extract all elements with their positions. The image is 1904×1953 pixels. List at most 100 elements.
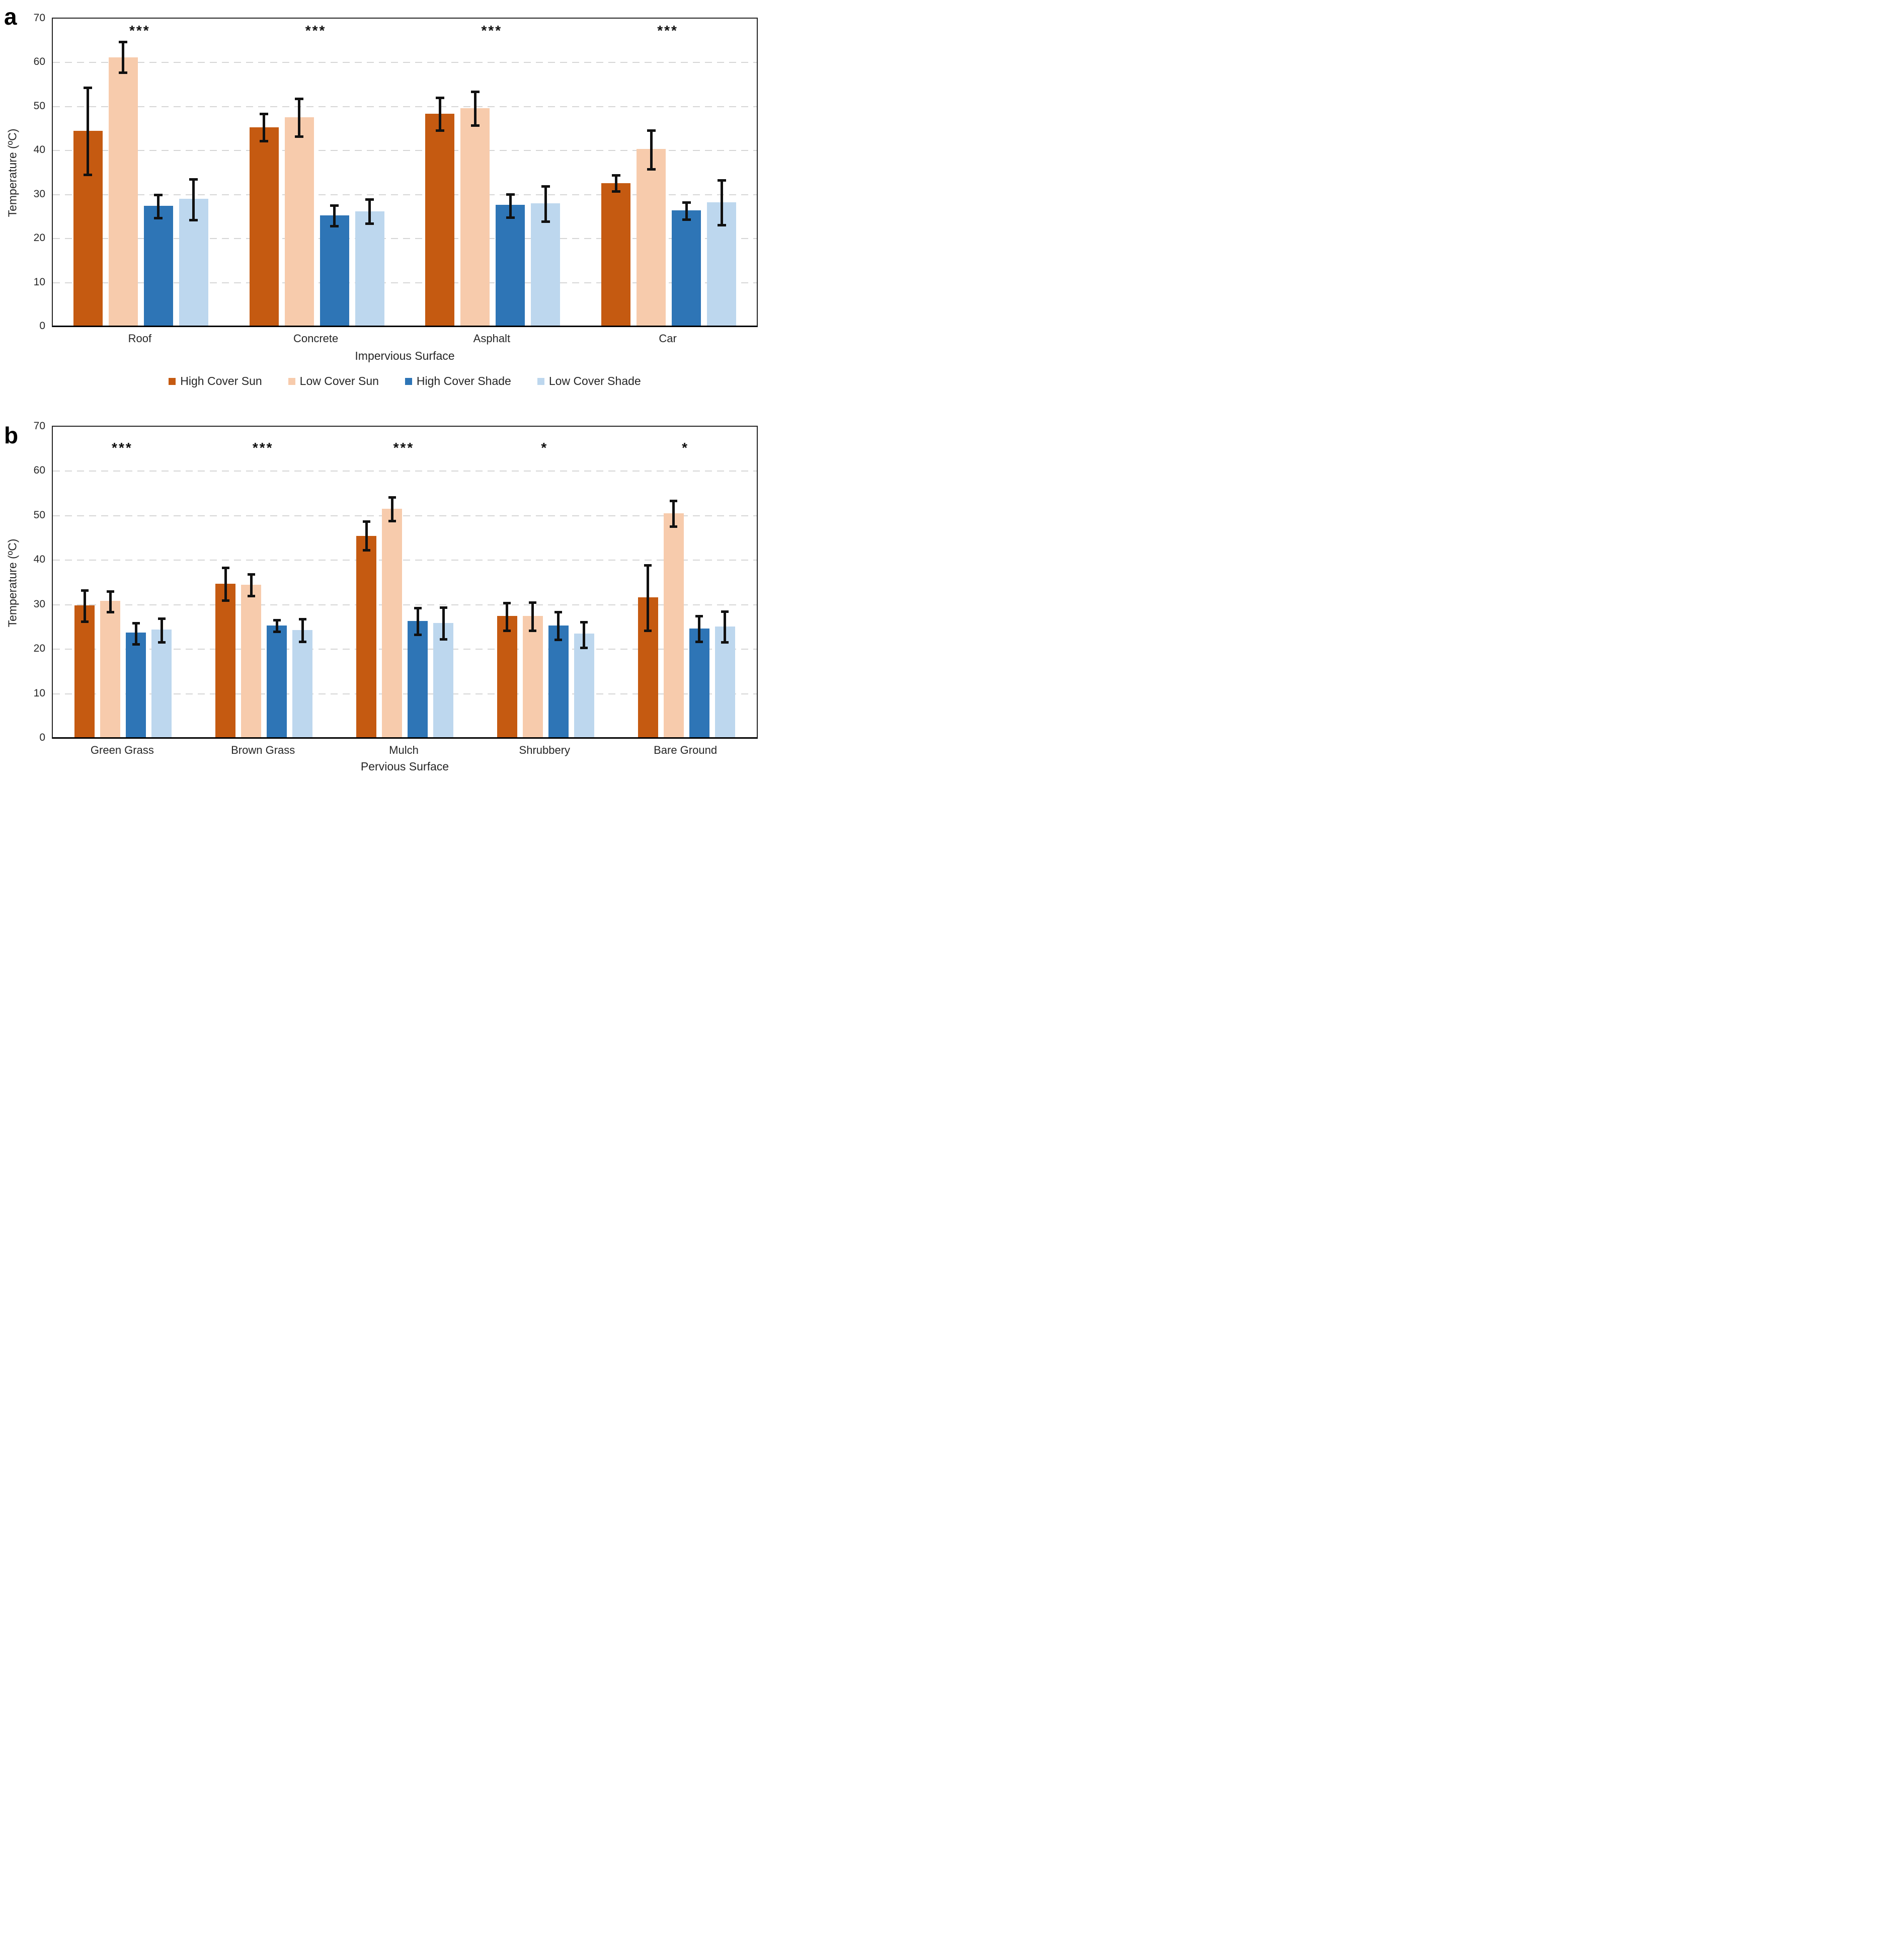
- error-bar: [438, 98, 441, 131]
- error-bar-cap: [470, 90, 480, 93]
- error-bar-cap: [81, 589, 89, 592]
- bar-high-cover-shade: [672, 210, 701, 326]
- panel-b-letter: b: [4, 422, 19, 448]
- legend: High Cover Sun Low Cover Sun High Cover Sh…: [52, 374, 758, 388]
- bar-high-cover-sun: [497, 616, 517, 737]
- bar-low-cover-sun: [241, 584, 262, 737]
- legend-item: High Cover Sun: [169, 374, 262, 388]
- error-bar-cap: [506, 216, 515, 219]
- error-bar-cap: [721, 641, 729, 644]
- error-bar: [442, 607, 445, 640]
- y-tick-label: 60: [33, 464, 45, 477]
- gridline: [53, 194, 757, 195]
- x-tick-label: Mulch: [389, 744, 419, 756]
- x-tick-label: Asphalt: [473, 332, 511, 345]
- error-bar-cap: [611, 174, 620, 177]
- error-bar-cap: [132, 622, 140, 625]
- error-bar-cap: [365, 222, 374, 225]
- panel-a-letter: a: [4, 4, 17, 30]
- error-bar-cap: [682, 218, 691, 221]
- error-bar: [301, 619, 304, 642]
- bar-high-cover-sun: [601, 183, 631, 326]
- error-bar-cap: [435, 96, 444, 99]
- legend-swatch: [288, 377, 295, 385]
- gridline: [53, 106, 757, 107]
- two-panel-bar-chart-figure: a Temperature (ºC) Impervious Surface Hi…: [0, 0, 762, 781]
- error-bar: [298, 99, 301, 137]
- gridline: [53, 282, 757, 283]
- error-bar-cap: [362, 549, 370, 552]
- bar-high-cover-shade: [408, 621, 428, 737]
- legend-swatch: [169, 377, 176, 385]
- error-bar: [416, 608, 419, 635]
- y-tick-label: 60: [33, 56, 45, 68]
- significance-stars: ***: [305, 23, 327, 39]
- x-tick-label: Green Grass: [90, 744, 154, 756]
- error-bar-cap: [157, 641, 166, 644]
- error-bar: [531, 602, 534, 631]
- error-bar-cap: [695, 615, 703, 618]
- error-bar-cap: [154, 194, 163, 197]
- error-bar: [583, 622, 586, 648]
- gridline: [53, 693, 757, 694]
- error-bar: [368, 199, 371, 224]
- error-bar-cap: [273, 631, 281, 634]
- error-bar-cap: [554, 639, 563, 642]
- y-tick-label: 30: [33, 598, 45, 610]
- error-bar: [672, 501, 675, 527]
- error-bar-cap: [554, 611, 563, 614]
- x-tick-label: Roof: [128, 332, 152, 345]
- error-bar-cap: [682, 201, 691, 204]
- bar-low-cover-sun: [108, 57, 138, 326]
- error-bar-cap: [644, 564, 652, 567]
- error-bar: [83, 590, 86, 622]
- bar-low-cover-sun: [460, 108, 490, 326]
- legend-label: High Cover Sun: [180, 374, 262, 387]
- y-tick-label: 10: [33, 687, 45, 699]
- error-bar-cap: [541, 220, 550, 223]
- bar-high-cover-shade: [496, 205, 525, 326]
- error-bar-cap: [106, 611, 114, 614]
- error-bar-cap: [84, 86, 93, 89]
- error-bar-cap: [647, 168, 656, 171]
- bar-low-cover-sun: [100, 601, 121, 737]
- gridline: [53, 62, 757, 63]
- significance-stars: *: [682, 440, 689, 456]
- bar-low-cover-sun: [637, 149, 666, 326]
- error-bar-cap: [388, 496, 396, 499]
- error-bar: [224, 568, 227, 601]
- significance-stars: *: [541, 440, 548, 456]
- error-bar-cap: [580, 646, 588, 649]
- legend-label: Low Cover Shade: [548, 374, 641, 387]
- error-bar-cap: [439, 638, 447, 641]
- error-bar-cap: [644, 630, 652, 633]
- error-bar: [557, 612, 560, 640]
- error-bar: [134, 623, 137, 645]
- error-bar-cap: [330, 204, 339, 207]
- legend-item: Low Cover Shade: [537, 374, 641, 388]
- error-bar: [250, 574, 253, 596]
- error-bar: [333, 205, 336, 226]
- error-bar: [647, 565, 650, 631]
- bar-low-cover-shade: [531, 203, 561, 326]
- error-bar-cap: [132, 643, 140, 646]
- error-bar: [192, 179, 195, 220]
- error-bar: [390, 497, 393, 521]
- error-bar-cap: [580, 620, 588, 623]
- y-tick-label: 70: [33, 420, 45, 432]
- error-bar-cap: [503, 601, 511, 604]
- bar-low-cover-shade: [355, 211, 384, 326]
- error-bar-cap: [298, 617, 306, 620]
- error-bar: [724, 611, 727, 643]
- error-bar: [614, 175, 617, 192]
- error-bar-cap: [295, 135, 304, 138]
- panel-a-y-axis-title: Temperature (ºC): [6, 128, 19, 217]
- error-bar-cap: [529, 601, 537, 604]
- bar-high-cover-shade: [689, 629, 709, 737]
- error-bar-cap: [189, 218, 198, 221]
- panel-b-y-axis-title: Temperature (ºC): [6, 538, 19, 628]
- y-tick-label: 20: [33, 232, 45, 244]
- bar-low-cover-shade: [292, 630, 313, 737]
- gridline: [53, 238, 757, 240]
- y-tick-label: 30: [33, 188, 45, 200]
